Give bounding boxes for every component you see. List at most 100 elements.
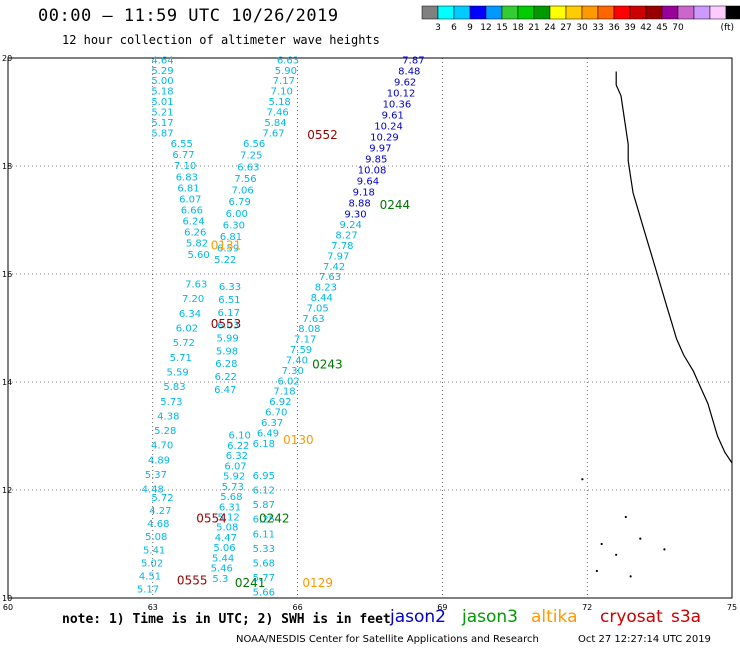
swh-value-label: 6.03 [217, 321, 239, 332]
swh-value-label: 9.97 [369, 143, 391, 154]
colorbar-label: 24 [544, 23, 556, 33]
swh-value-label: 5.28 [154, 426, 176, 437]
swh-value-label: 4.68 [147, 519, 169, 530]
page-title: 00:00 – 11:59 UTC 10/26/2019 [38, 6, 339, 26]
swh-value-label: 7.40 [286, 355, 308, 366]
colorbar-unit: (ft) [720, 23, 734, 33]
swh-value-label: 7.63 [185, 280, 207, 291]
swh-value-label: 10.12 [387, 88, 416, 99]
legend-altika: altika [531, 607, 578, 627]
swh-value-label: 6.22 [215, 372, 237, 383]
swh-value-label: 5.66 [253, 587, 275, 598]
swh-value-label: 4.70 [151, 441, 173, 452]
colorbar-label: 39 [624, 23, 636, 33]
swh-value-label: 4.27 [149, 506, 171, 517]
swh-value-label: 5.68 [220, 492, 242, 503]
island-mark [663, 548, 666, 551]
swh-value-label: 8.23 [315, 283, 337, 294]
colorbar-label: 9 [467, 23, 473, 33]
swh-value-label: 6.56 [243, 139, 265, 150]
swh-value-label: 6.37 [261, 418, 283, 429]
swh-value-label: 7.25 [240, 151, 262, 162]
swh-value-label: 6.32 [226, 451, 248, 462]
colorbar-label: 12 [480, 23, 491, 33]
swh-value-label: 5.22 [214, 255, 236, 266]
swh-value-label: 8.27 [335, 231, 357, 242]
legend-cryosat: cryosat [600, 607, 663, 627]
colorbar-label: 42 [640, 23, 651, 33]
y-tick-label: 16 [2, 270, 12, 279]
swh-value-label: 6.25 [253, 515, 275, 526]
pass-label: 0241 [235, 576, 266, 590]
swh-value-label: 6.00 [226, 209, 248, 220]
swh-value-label: 5.99 [216, 334, 238, 345]
plot-frame [7, 57, 733, 599]
swh-value-label: 6.18 [253, 439, 275, 450]
swh-value-label: 7.87 [402, 55, 424, 66]
swh-value-label: 5.29 [151, 66, 173, 77]
swh-value-label: 6.81 [177, 183, 199, 194]
swh-value-label: 6.07 [224, 461, 246, 472]
page-subtitle: 12 hour collection of altimeter wave hei… [62, 33, 380, 47]
swh-value-label: 5.3 [212, 574, 228, 585]
swh-value-label: 5.41 [143, 545, 165, 556]
swh-value-label: 9.62 [394, 77, 416, 88]
swh-value-label: 5.21 [151, 107, 173, 118]
swh-value-label: 5.00 [151, 76, 173, 87]
swh-value-label: 5.73 [160, 397, 182, 408]
pass-label: 0555 [177, 574, 208, 588]
island-mark [615, 553, 618, 556]
swh-value-label: 5.18 [269, 97, 291, 108]
island-mark [624, 515, 627, 519]
swh-value-label: 6.79 [229, 197, 251, 208]
swh-value-label: 9.61 [382, 110, 404, 121]
swh-value-label: 6.55 [171, 139, 193, 150]
colorbar-label: 70 [672, 23, 684, 33]
swh-value-label: 5.06 [213, 543, 235, 554]
swh-value-label: 6.24 [182, 217, 204, 228]
swh-value-label: 7.10 [271, 87, 293, 98]
swh-value-label: 7.20 [182, 294, 204, 305]
swh-value-label: 9.18 [353, 187, 375, 198]
colorbar-label: 30 [576, 23, 588, 33]
swh-value-label: 5.92 [223, 472, 245, 483]
colorbar: 3 6 9 12 15 18 21 24 27 30 33 36 39 42 45 70 (ft) [421, 5, 740, 33]
swh-value-label: 6.49 [257, 428, 279, 439]
swh-value-label: 7.06 [231, 186, 253, 197]
note-text: note: 1) Time is in UTC; 2) SWH is in fe… [62, 612, 391, 627]
pass-label: 0554 [196, 511, 227, 525]
swh-value-label: 10.24 [374, 121, 403, 132]
swh-value-label: 6.30 [223, 220, 245, 231]
swh-value-label: 9.30 [344, 209, 366, 220]
swh-value-label: 5.44 [212, 553, 234, 564]
swh-value-label: 10.36 [383, 99, 412, 110]
swh-value-label: 5.68 [253, 558, 275, 569]
legend-jason2: jason2 [390, 607, 446, 627]
colorbar-label: 33 [592, 23, 603, 33]
swh-value-label: 6.59 [217, 244, 239, 255]
colorbar-label: 18 [512, 23, 524, 33]
swh-value-label: 6.12 [253, 486, 275, 497]
swh-value-label: 7.46 [266, 107, 288, 118]
x-tick-label: 69 [437, 603, 447, 612]
swh-value-label: 5.02 [141, 558, 163, 569]
swh-value-label: 6.83 [176, 172, 198, 183]
pass-label: 0130 [283, 433, 314, 447]
swh-value-label: 4.64 [151, 55, 173, 66]
swh-value-label: 4.51 [139, 571, 161, 582]
colorbar-label: 45 [656, 23, 667, 33]
swh-value-label: 5.12 [218, 512, 240, 523]
swh-value-label: 5.71 [170, 353, 192, 364]
swh-value-label: 5.72 [173, 338, 195, 349]
swh-value-label: 7.42 [323, 262, 345, 273]
swh-value-label: 7.63 [319, 272, 341, 283]
colorbar-label: 3 [435, 23, 441, 33]
swh-value-label: 5.82 [186, 239, 208, 250]
swh-value-label: 6.70 [265, 408, 287, 419]
swh-value-label: 5.33 [253, 544, 275, 555]
swh-value-label: 4.48 [142, 485, 164, 496]
swh-value-label: 5.60 [188, 250, 210, 261]
swh-value-label: 9.24 [340, 220, 362, 231]
swh-value-label: 6.63 [277, 55, 299, 66]
